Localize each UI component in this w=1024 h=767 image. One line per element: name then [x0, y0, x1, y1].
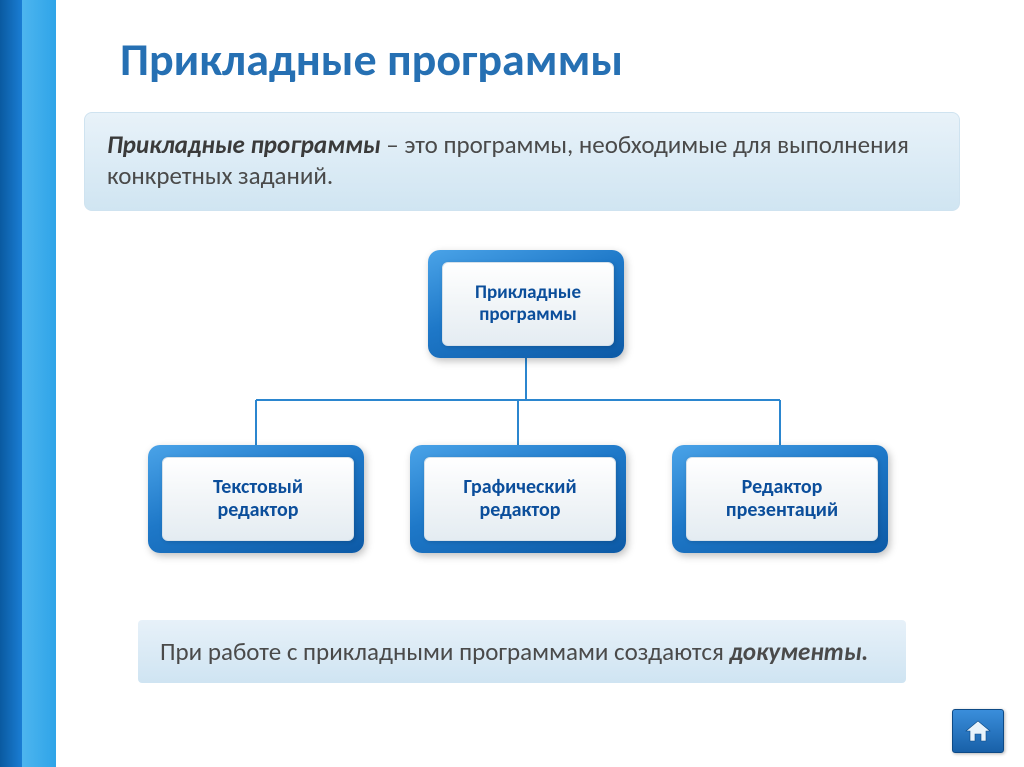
footer-em: документы.: [729, 636, 868, 667]
root-line2: программы: [479, 303, 577, 326]
definition-box: Прикладные программы – это программы, не…: [84, 112, 960, 211]
org-chart: Прикладные программы Текстовый редактор …: [148, 250, 888, 580]
chart-leaf-text-editor: Текстовый редактор: [148, 445, 364, 553]
left-stripe-light: [22, 0, 56, 767]
footer-box: При работе с прикладными программами соз…: [138, 620, 906, 683]
leaf1-line2: редактор: [217, 498, 298, 522]
root-line1: Прикладные: [475, 281, 581, 304]
home-icon: [964, 719, 992, 743]
chart-leaf-label: Графический редактор: [424, 457, 616, 541]
page-title: Прикладные программы: [120, 32, 623, 88]
leaf1-line1: Текстовый: [213, 475, 303, 499]
leaf3-line2: презентаций: [726, 498, 838, 522]
leaf3-line1: Редактор: [742, 475, 823, 499]
chart-leaf-label: Редактор презентаций: [686, 457, 878, 541]
chart-root-node: Прикладные программы: [428, 250, 624, 358]
leaf2-line2: редактор: [479, 498, 560, 522]
footer-pre: При работе с прикладными программами соз…: [160, 636, 729, 667]
definition-term: Прикладные программы: [107, 129, 381, 160]
chart-leaf-presentation-editor: Редактор презентаций: [672, 445, 888, 553]
chart-leaf-graphic-editor: Графический редактор: [410, 445, 626, 553]
left-stripe-dark: [0, 0, 22, 767]
home-button[interactable]: [952, 709, 1004, 753]
chart-root-label: Прикладные программы: [442, 262, 614, 346]
chart-leaf-label: Текстовый редактор: [162, 457, 354, 541]
leaf2-line1: Графический: [463, 475, 576, 499]
